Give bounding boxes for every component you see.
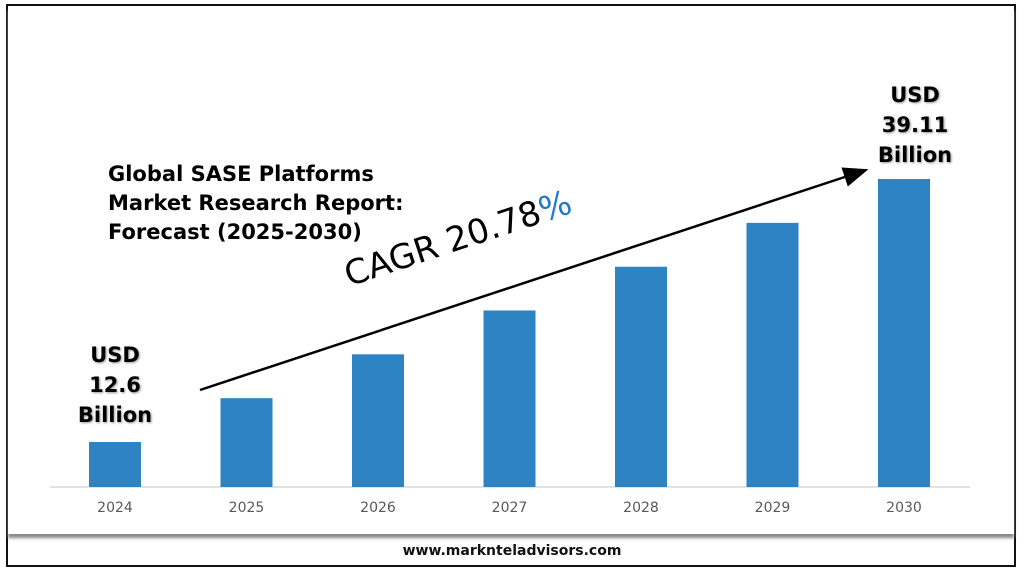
bar-2024 (89, 442, 141, 487)
bar-2030 (878, 179, 930, 487)
tick-label-2029: 2029 (755, 500, 791, 516)
tick-label-2024: 2024 (97, 500, 133, 516)
tick-label-2027: 2027 (492, 500, 528, 516)
outer-frame (6, 4, 1016, 567)
bar-2028 (615, 266, 667, 487)
bar-2027 (483, 310, 536, 487)
bar-2029 (746, 222, 799, 488)
end-value-label: USD 39.11 Billion (877, 83, 953, 167)
tick-label-2030: 2030 (886, 500, 922, 516)
start-value-label: USD 12.6 Billion (77, 343, 153, 427)
bar-2025 (220, 398, 273, 487)
tick-label-2025: 2025 (229, 500, 265, 516)
footer-url[interactable]: www.marknteladvisors.com (402, 543, 622, 559)
tick-label-2026: 2026 (360, 500, 396, 516)
tick-label-2028: 2028 (623, 500, 659, 516)
bar-2026 (352, 354, 404, 487)
chart-title: Global SASE Platforms Market Research Re… (108, 162, 404, 244)
growth-arrow (199, 167, 869, 392)
